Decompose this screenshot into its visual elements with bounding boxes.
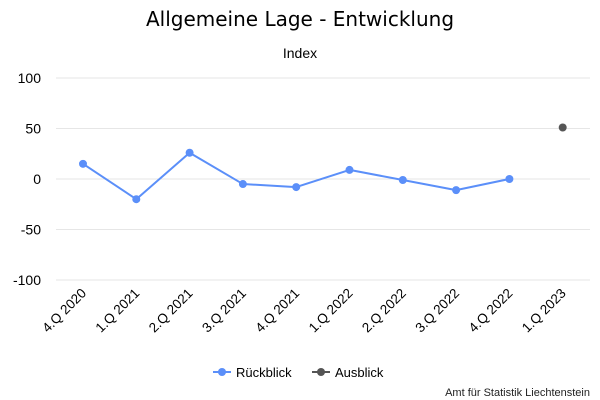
data-point[interactable] — [185, 148, 194, 157]
legend-item-rueckblick[interactable]: Rückblick — [213, 365, 292, 380]
x-axis: 4.Q 2020 1.Q 2021 2.Q 2021 3.Q 2021 4.Q 2021… — [39, 286, 569, 336]
x-tick-label: 4.Q 2022 — [466, 286, 516, 336]
series-line-0 — [82, 151, 510, 201]
credit-text: Amt für Statistik Liechtenstein — [445, 387, 590, 399]
x-tick-label: 4.Q 2021 — [252, 286, 302, 336]
data-point[interactable] — [79, 159, 87, 168]
legend-marker-ausblick — [317, 368, 325, 376]
x-tick-label: 1.Q 2022 — [306, 286, 356, 336]
legend-marker-rueckblick — [218, 368, 226, 376]
y-tick-label: 0 — [33, 171, 41, 187]
data-point[interactable] — [558, 123, 567, 132]
x-tick-label: 3.Q 2022 — [412, 286, 462, 336]
x-tick-label: 4.Q 2020 — [39, 286, 89, 336]
data-point[interactable] — [238, 180, 247, 189]
data-point[interactable] — [132, 195, 141, 204]
data-point[interactable] — [505, 175, 514, 183]
legend: Rückblick Ausblick — [213, 365, 384, 380]
y-tick-label: -100 — [13, 272, 41, 288]
legend-item-ausblick[interactable]: Ausblick — [312, 365, 384, 380]
data-point[interactable] — [345, 165, 354, 174]
plot-area — [79, 123, 567, 204]
legend-label-ausblick: Ausblick — [335, 365, 384, 380]
x-tick-label: 2.Q 2021 — [146, 286, 196, 336]
data-point[interactable] — [452, 186, 461, 195]
data-point[interactable] — [292, 183, 301, 192]
y-tick-label: 50 — [25, 121, 41, 137]
x-tick-label: 1.Q 2023 — [519, 286, 569, 336]
x-tick-label: 3.Q 2021 — [199, 286, 249, 336]
data-point[interactable] — [398, 176, 407, 185]
x-tick-label: 2.Q 2022 — [359, 286, 409, 336]
y-tick-label: 100 — [18, 70, 42, 86]
chart-title: Allgemeine Lage - Entwicklung — [146, 7, 454, 31]
x-tick-label: 1.Q 2021 — [93, 286, 143, 336]
y-tick-label: -50 — [21, 222, 41, 238]
y-axis: 100 50 0 -50 -100 — [13, 70, 41, 288]
legend-label-rueckblick: Rückblick — [236, 365, 292, 380]
chart-subtitle: Index — [283, 45, 317, 61]
